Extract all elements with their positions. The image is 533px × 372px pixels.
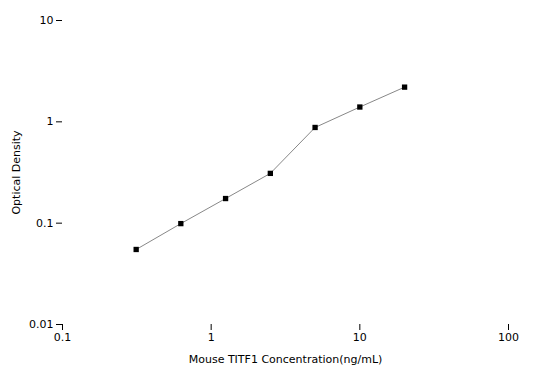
svg-text:1: 1 bbox=[208, 331, 215, 344]
svg-text:0.1: 0.1 bbox=[36, 217, 54, 230]
svg-text:Optical Density: Optical Density bbox=[10, 130, 23, 215]
svg-text:0.01: 0.01 bbox=[29, 318, 54, 331]
svg-text:100: 100 bbox=[498, 331, 519, 344]
svg-text:0.1: 0.1 bbox=[54, 331, 72, 344]
svg-text:1: 1 bbox=[47, 115, 54, 128]
svg-text:10: 10 bbox=[353, 331, 367, 344]
svg-text:Mouse TITF1 Concentration(ng/m: Mouse TITF1 Concentration(ng/mL) bbox=[189, 353, 383, 366]
svg-text:10: 10 bbox=[40, 14, 54, 27]
